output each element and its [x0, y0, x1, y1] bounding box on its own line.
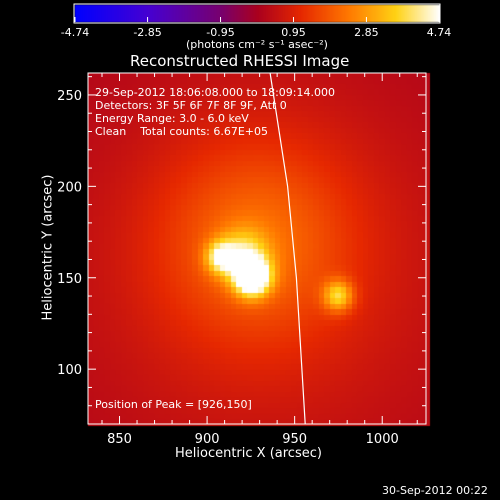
x-tick-label: 950 — [282, 432, 307, 447]
colorbar-tick-label: -0.95 — [206, 26, 234, 39]
colorbar-tick-label: -4.74 — [61, 26, 89, 39]
colorbar-tick-label: 0.95 — [281, 26, 306, 39]
plot-frame — [87, 72, 427, 425]
x-tick-label: 1000 — [366, 432, 399, 447]
footer-date: 30-Sep-2012 00:22 — [382, 484, 488, 497]
colorbar-units: (photons cm⁻² s⁻¹ asec⁻²) — [186, 38, 328, 51]
colorbar-tick-label: 2.85 — [354, 26, 379, 39]
annotation-time-range: 29-Sep-2012 18:06:08.000 to 18:09:14.000 — [95, 86, 335, 99]
x-tick-label: 850 — [107, 432, 132, 447]
x-tick-label: 900 — [195, 432, 220, 447]
y-axis-label: Heliocentric Y (arcsec) — [40, 174, 56, 321]
annotation-energy-range: Energy Range: 3.0 - 6.0 keV — [95, 112, 249, 125]
y-tick-label: 250 — [57, 89, 82, 104]
chart-title: Reconstructed RHESSI Image — [130, 52, 350, 70]
solar-limb-arc — [269, 72, 306, 425]
y-tick-label: 150 — [57, 272, 82, 287]
x-axis-label: Heliocentric X (arcsec) — [175, 446, 322, 461]
y-tick-label: 200 — [57, 180, 82, 195]
y-tick-label: 100 — [57, 363, 82, 378]
peak-position-label: Position of Peak = [926,150] — [95, 398, 252, 411]
colorbar-frame — [73, 3, 441, 24]
annotation-clean-counts: Clean Total counts: 6.67E+05 — [95, 125, 269, 138]
colorbar-tick-label: -2.85 — [133, 26, 161, 39]
annotation-detectors: Detectors: 3F 5F 6F 7F 8F 9F, Att 0 — [95, 99, 287, 112]
colorbar-tick-label: 4.74 — [427, 26, 452, 39]
